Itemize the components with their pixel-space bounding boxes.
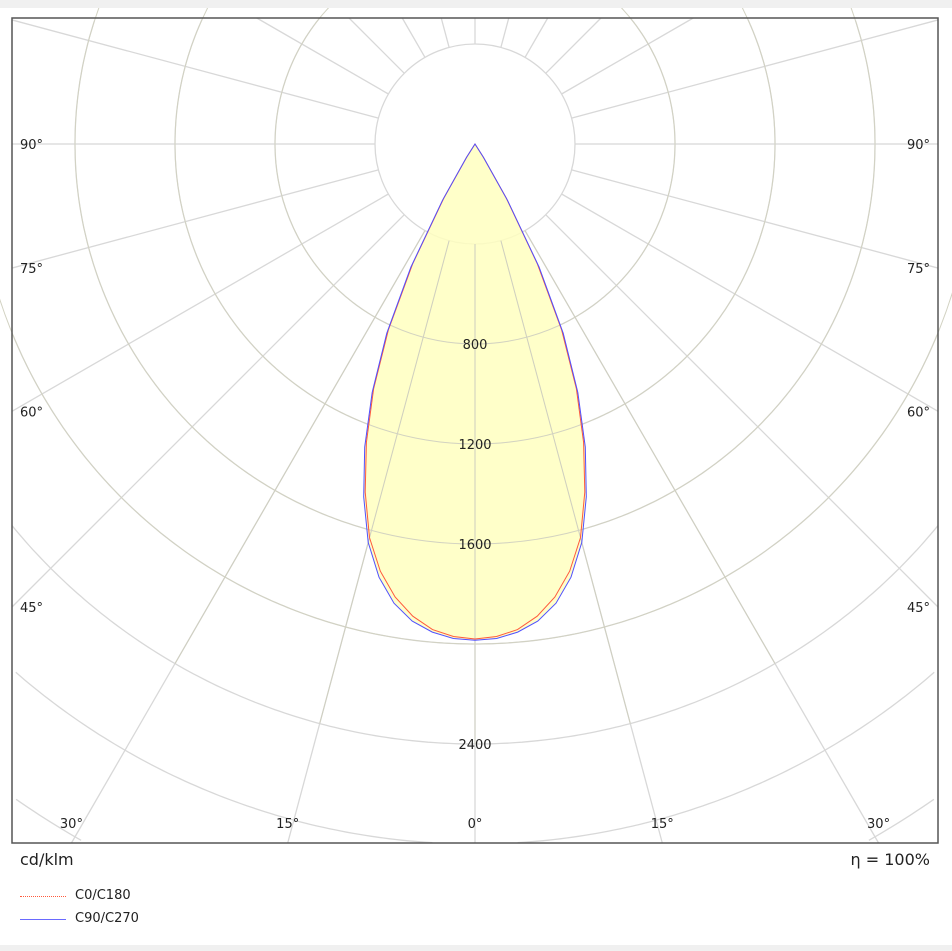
legend-line-c90-c270 xyxy=(20,919,66,920)
radial-gridline-over-fill xyxy=(174,230,426,664)
radial-gridline xyxy=(11,19,379,119)
ring-gridline-over-fill xyxy=(74,8,876,545)
radial-tick-label: 800 xyxy=(463,338,488,353)
radial-gridline xyxy=(11,214,405,608)
angle-label-left: 75° xyxy=(20,262,43,277)
ring-gridline xyxy=(15,671,433,844)
series-curve-c0-c180 xyxy=(364,143,586,640)
radial-gridline xyxy=(545,17,602,74)
plot-frame xyxy=(11,17,939,844)
radial-gridline xyxy=(440,17,450,48)
ring-gridline-over-fill xyxy=(174,8,776,445)
radial-gridline xyxy=(401,17,426,58)
radial-gridline xyxy=(561,193,939,412)
radial-tick-label: 1600 xyxy=(458,538,491,553)
radial-tick-label: 1200 xyxy=(458,438,491,453)
angle-label-left: 90° xyxy=(20,138,43,153)
ring-gridline xyxy=(15,798,82,841)
radial-gridline xyxy=(571,19,939,119)
radial-tick-label: 2400 xyxy=(458,738,491,753)
polar-chart: 800 1200 1600 2400 90° 90° 75° 75° 60° 60° 45° 45° 3… xyxy=(0,8,952,844)
radial-gridline xyxy=(256,17,389,95)
angle-label-bottom: 15° xyxy=(276,817,299,832)
legend-line-c0-c180 xyxy=(20,896,66,897)
radial-gridline xyxy=(524,17,549,58)
radial-gridline xyxy=(500,17,510,48)
radial-gridline-over-fill xyxy=(319,240,450,724)
series-curve-c90-c270 xyxy=(363,143,587,641)
angle-label-bottom: 0° xyxy=(468,817,483,832)
angle-label-right: 45° xyxy=(907,601,930,616)
legend-label-c90-c270: C90/C270 xyxy=(75,911,139,926)
angle-label-right: 90° xyxy=(907,138,930,153)
plot-area: 800 1200 1600 2400 90° 90° 75° 75° 60° 60° 45° 45° 3… xyxy=(0,8,952,844)
radial-gridline-over-fill xyxy=(500,240,631,724)
radial-gridline xyxy=(11,169,379,269)
angle-label-left: 60° xyxy=(20,405,43,420)
ring-gridline-over-fill xyxy=(0,291,952,645)
unit-label: cd/klm xyxy=(20,850,74,869)
angle-label-right: 60° xyxy=(907,405,930,420)
ring-gridline-over-fill xyxy=(274,8,676,345)
legend-label-c0-c180: C0/C180 xyxy=(75,888,131,903)
angle-label-right: 75° xyxy=(907,262,930,277)
radial-gridline xyxy=(11,193,389,412)
angle-label-bottom: 15° xyxy=(651,817,674,832)
ring-gridline xyxy=(868,798,935,841)
radial-gridline xyxy=(561,17,694,95)
radial-gridline xyxy=(545,214,939,608)
chart-panel: 800 1200 1600 2400 90° 90° 75° 75° 60° 60° 45° 45° 3… xyxy=(0,8,952,945)
radial-gridline xyxy=(348,17,405,74)
ring-gridline xyxy=(517,671,935,844)
angle-label-left: 45° xyxy=(20,601,43,616)
radial-gridline-over-fill xyxy=(524,230,776,664)
efficiency-label: η = 100% xyxy=(850,850,930,869)
radial-gridline xyxy=(571,169,939,269)
angle-label-bottom: 30° xyxy=(867,817,890,832)
angle-label-bottom: 30° xyxy=(60,817,83,832)
